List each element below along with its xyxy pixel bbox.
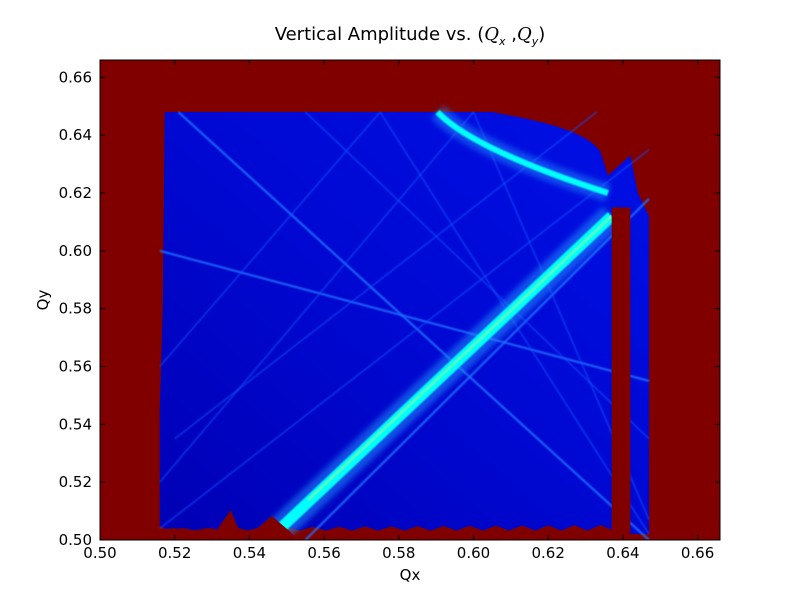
y-axis-label: Qy (34, 290, 52, 311)
resonance-line (177, 111, 650, 540)
y-tick-label: 0.62 (59, 184, 92, 202)
y-tick-label: 0.52 (59, 473, 92, 491)
x-tick-label: 0.60 (457, 544, 490, 562)
y-tick-label: 0.56 (59, 358, 92, 376)
x-tick-label: 0.56 (307, 544, 340, 562)
unstable-strip (611, 207, 631, 540)
x-tick-label: 0.52 (158, 544, 191, 562)
y-tick-label: 0.54 (59, 415, 92, 433)
plot-area (99, 59, 721, 541)
x-tick-label: 0.64 (606, 544, 639, 562)
resonance-lines (159, 111, 650, 540)
chart-title: Vertical Amplitude vs. (Qx ,Qy) (275, 24, 546, 48)
x-tick-label: 0.54 (233, 544, 266, 562)
x-tick-label: 0.62 (531, 544, 564, 562)
plot-frame (99, 59, 721, 541)
main-resonance-core (307, 215, 613, 502)
bottom-unstable-edge (159, 510, 298, 540)
y-tick-label: 0.66 (59, 68, 92, 86)
x-axis-label: Qx (400, 566, 421, 584)
y-tick-label: 0.50 (59, 531, 92, 549)
resonance-line (304, 111, 650, 440)
y-tick-label: 0.60 (59, 242, 92, 260)
resonance-line (159, 111, 475, 483)
resonance-line (159, 149, 650, 530)
resonance-line (304, 198, 650, 540)
y-tick-label: 0.64 (59, 126, 92, 144)
x-axis-ticks: 0.50 0.52 0.54 0.56 0.58 0.60 0.62 0.64 0.66 (83, 60, 714, 562)
x-tick-label: 0.50 (83, 544, 116, 562)
y-axis-ticks: 0.50 0.52 0.54 0.56 0.58 0.60 0.62 0.64 0.66 (59, 68, 720, 549)
x-tick-label: 0.58 (382, 544, 415, 562)
resonance-line (159, 111, 381, 368)
upper-resonance (435, 109, 609, 196)
y-tick-label: 0.58 (59, 300, 92, 318)
x-tick-label: 0.66 (681, 544, 714, 562)
